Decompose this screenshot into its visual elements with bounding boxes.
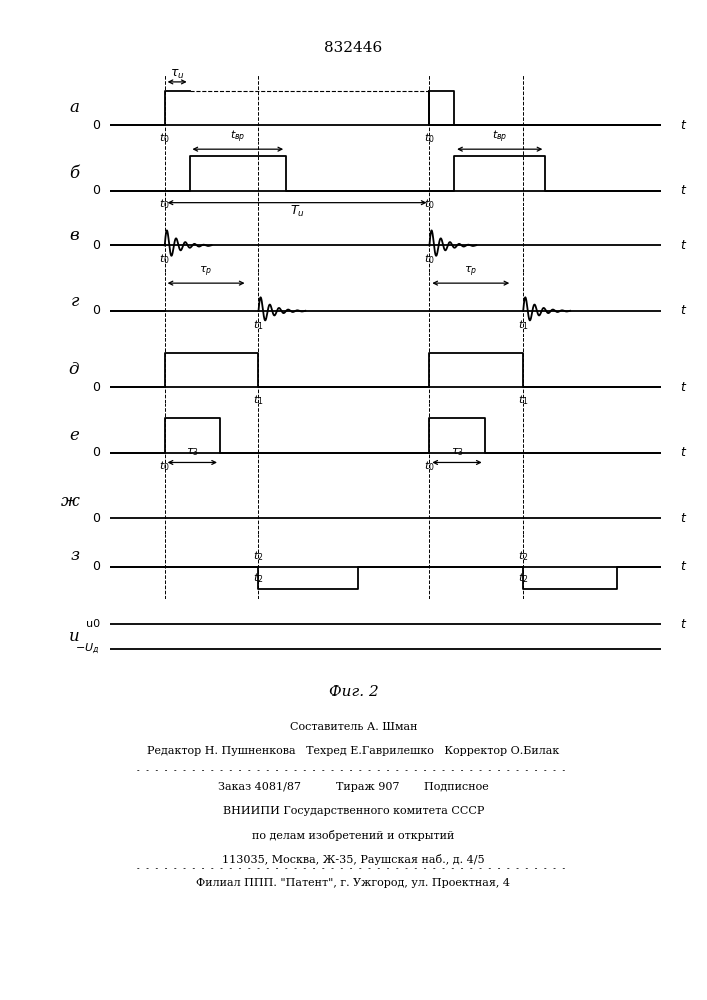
Text: Редактор Н. Пушненкова   Техред Е.Гаврилешко   Корректор О.Билак: Редактор Н. Пушненкова Техред Е.Гаврилеш… — [147, 746, 560, 756]
Text: t: t — [680, 560, 685, 573]
Text: $t_0$: $t_0$ — [424, 253, 435, 266]
Text: t: t — [680, 618, 685, 631]
Text: $t_0$: $t_0$ — [159, 197, 170, 211]
Text: t: t — [680, 381, 685, 394]
Text: 0: 0 — [92, 239, 100, 252]
Text: 832446: 832446 — [325, 41, 382, 55]
Text: $t_1$: $t_1$ — [518, 393, 528, 407]
Text: $t_{вр}$: $t_{вр}$ — [230, 128, 245, 145]
Text: 0: 0 — [92, 512, 100, 525]
Text: $\tau_3$: $\tau_3$ — [450, 446, 464, 458]
Text: $\tau_u$: $\tau_u$ — [170, 68, 185, 81]
Text: б: б — [69, 165, 79, 182]
Text: а: а — [69, 99, 79, 116]
Text: ж: ж — [60, 493, 79, 510]
Text: $\tau_3$: $\tau_3$ — [186, 446, 199, 458]
Text: t: t — [680, 512, 685, 525]
Text: $t_0$: $t_0$ — [159, 253, 170, 266]
Text: $\tau_р$: $\tau_р$ — [199, 264, 213, 279]
Text: в: в — [69, 227, 79, 244]
Text: $t_2$: $t_2$ — [518, 571, 528, 585]
Text: д: д — [69, 361, 79, 378]
Text: 113035, Москва, Ж-35, Раушская наб., д. 4/5: 113035, Москва, Ж-35, Раушская наб., д. … — [222, 854, 485, 865]
Text: t: t — [680, 446, 685, 459]
Text: 0: 0 — [92, 446, 100, 459]
Text: $t_0$: $t_0$ — [424, 459, 435, 473]
Text: t: t — [680, 304, 685, 318]
Text: $\tau_р$: $\tau_р$ — [464, 264, 477, 279]
Text: - - - - - - - - - - - - - - - - - - - - - - - - - - - - - - - - - - - - - - - - : - - - - - - - - - - - - - - - - - - - - … — [136, 864, 571, 873]
Text: $t_{вр}$: $t_{вр}$ — [492, 128, 508, 145]
Text: $t_0$: $t_0$ — [159, 459, 170, 473]
Text: $t_1$: $t_1$ — [253, 318, 264, 332]
Text: и: и — [69, 628, 79, 645]
Text: - - - - - - - - - - - - - - - - - - - - - - - - - - - - - - - - - - - - - - - - : - - - - - - - - - - - - - - - - - - - - … — [136, 766, 571, 775]
Text: Фиг. 2: Фиг. 2 — [329, 685, 378, 699]
Text: з: з — [70, 547, 79, 564]
Text: ВНИИПИ Государственного комитета СССР: ВНИИПИ Государственного комитета СССР — [223, 806, 484, 816]
Text: $t_1$: $t_1$ — [518, 318, 528, 332]
Text: $t_0$: $t_0$ — [424, 197, 435, 211]
Text: 0: 0 — [92, 119, 100, 132]
Text: Заказ 4081/87          Тираж 907       Подписное: Заказ 4081/87 Тираж 907 Подписное — [218, 782, 489, 792]
Text: $t_2$: $t_2$ — [518, 549, 528, 563]
Text: $t_0$: $t_0$ — [159, 131, 170, 145]
Text: t: t — [680, 239, 685, 252]
Text: $t_0$: $t_0$ — [424, 131, 435, 145]
Text: г: г — [71, 293, 79, 310]
Text: 0: 0 — [92, 304, 100, 318]
Text: 0: 0 — [92, 184, 100, 197]
Text: е: е — [69, 427, 79, 444]
Text: Филиал ППП. "Патент", г. Ужгород, ул. Проектная, 4: Филиал ППП. "Патент", г. Ужгород, ул. Пр… — [197, 878, 510, 888]
Text: t: t — [680, 184, 685, 197]
Text: $-U_д$: $-U_д$ — [75, 641, 100, 656]
Text: $t_1$: $t_1$ — [253, 393, 264, 407]
Text: $t_2$: $t_2$ — [253, 549, 264, 563]
Text: 0: 0 — [92, 560, 100, 573]
Text: 0: 0 — [92, 381, 100, 394]
Text: по делам изобретений и открытий: по делам изобретений и открытий — [252, 830, 455, 841]
Text: Составитель А. Шман: Составитель А. Шман — [290, 722, 417, 732]
Text: $t_2$: $t_2$ — [253, 571, 264, 585]
Text: $T_u$: $T_u$ — [290, 204, 305, 219]
Text: t: t — [680, 119, 685, 132]
Text: u0: u0 — [86, 619, 100, 629]
